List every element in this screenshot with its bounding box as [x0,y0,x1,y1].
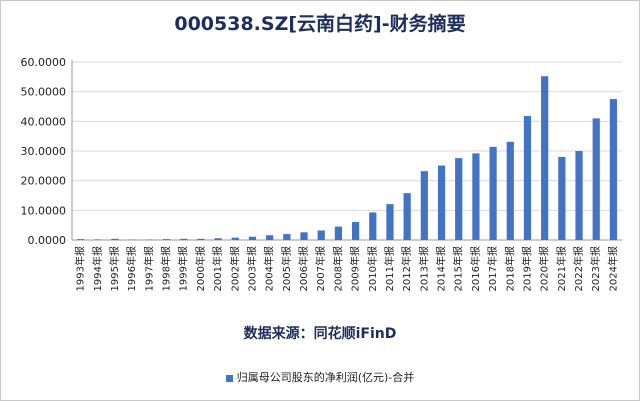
bar [523,115,532,240]
bar [197,238,205,240]
bar [403,193,411,240]
bar [334,226,343,240]
bar [162,239,171,240]
x-tick-label: 2010年报 [366,246,379,291]
bar [317,230,325,240]
x-tick-label: 1994年报 [91,246,104,291]
bar [506,141,514,240]
x-tick-label: 2016年报 [469,246,482,291]
x-tick-label: 1993年报 [74,246,87,291]
x-tick-label: 2022年报 [572,246,585,291]
bar [472,153,480,240]
x-tick-label: 2015年报 [452,246,465,291]
x-tick-label: 2023年报 [589,246,602,291]
x-tick-label: 2002年报 [228,246,241,291]
bars [76,76,618,241]
bar [266,235,274,240]
x-tick-label: 2014年报 [435,246,448,291]
y-tick-label: 0.0000 [28,234,67,247]
x-tick-label: 1999年报 [177,246,190,291]
bar [248,236,257,240]
legend: 归属母公司股东的净利润(亿元)-合并 [0,369,640,385]
bar [76,239,85,240]
data-source: 数据来源：同花顺iFinD [243,326,397,342]
bar [455,158,463,240]
bar [437,165,446,240]
bar [214,238,222,240]
axes [71,60,622,241]
bar [231,237,239,240]
bar [94,239,102,240]
bar [300,232,308,240]
bar [609,99,618,240]
x-tick-label: 2007年报 [314,246,327,291]
gridlines [72,61,622,211]
x-tick-label: 2012年报 [400,246,413,291]
y-tick-label: 40.0000 [21,115,67,128]
x-tick-label: 2006年报 [297,246,310,291]
x-tick-labels: 1993年报 1994年报 1995年报 1996年报 1997年报 1998年报 1999… [74,246,620,291]
bar [283,234,291,240]
bar [145,239,153,240]
x-tick-label: 2000年报 [194,246,207,291]
x-tick-label: 2011年报 [383,246,396,291]
bar [369,212,377,240]
y-tick-label: 10.0000 [21,204,67,217]
bar [180,238,188,240]
y-tick-labels: 0.0000 10.0000 20.0000 30.0000 40.0000 50.000… [21,56,67,247]
x-tick-label: 2009年报 [349,246,362,291]
y-tick-label: 60.0000 [21,56,67,69]
x-tick-label: 2003年报 [245,246,258,291]
x-tick-label: 2008年报 [331,246,344,291]
bar [386,204,394,240]
bar [558,156,566,240]
bar [541,76,549,241]
x-tick-label: 1997年报 [142,246,155,291]
x-tick-label: 2017年报 [486,246,499,291]
bar [575,151,583,240]
bar [592,118,600,240]
legend-label: 归属母公司股东的净利润(亿元)-合并 [236,371,415,384]
bar [351,221,360,240]
x-tick-label: 2018年报 [503,246,516,291]
x-tick-label: 2019年报 [520,246,533,291]
bar [420,171,428,240]
x-tick-label: 1996年报 [125,246,138,291]
legend-swatch [225,374,233,382]
y-tick-label: 50.0000 [21,86,67,99]
x-tick-label: 2021年报 [555,246,568,291]
y-tick-label: 30.0000 [21,145,67,158]
x-tick-label: 2004年报 [263,246,276,291]
x-tick-label: 2024年报 [606,246,619,291]
x-tick-label: 2001年报 [211,246,224,291]
x-tick-label: 2005年报 [280,246,293,291]
x-tick-label: 2013年报 [417,246,430,291]
bar [111,238,119,240]
x-tick-label: 1998年报 [160,246,173,291]
x-tick-label: 2020年报 [538,246,551,291]
chart-title: 000538.SZ[云南白药]-财务摘要 [174,13,466,35]
x-tick-label: 1995年报 [108,246,121,291]
y-tick-label: 20.0000 [21,175,67,188]
bar [489,146,497,240]
bar [128,239,136,240]
